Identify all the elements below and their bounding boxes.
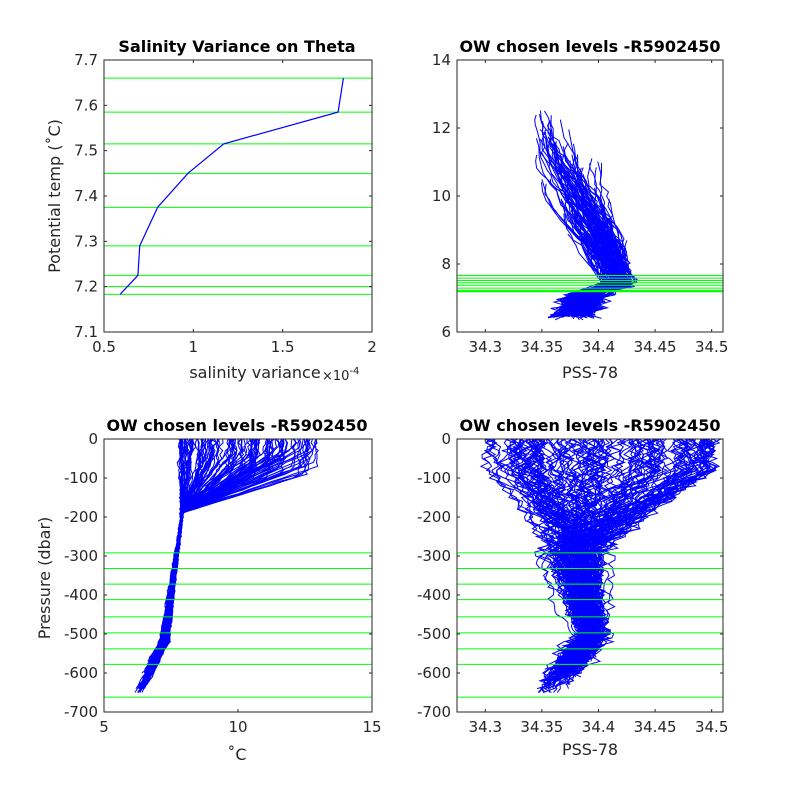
salinity-profile-line [482,439,607,662]
y-tick-label: 0 [88,430,98,448]
x-tick-label: 15 [362,718,381,736]
y-tick-label: -400 [64,586,98,604]
panel-1-x-exponent: ×10-4 [322,366,359,384]
panel-temperature-pressure: OW chosen levels -R5902450 5 10 15 -700 -600… [35,416,382,764]
salinity-profile-line [507,439,592,658]
salinity-profile-line [548,439,598,677]
y-tick-label: -600 [64,664,98,682]
salinity-profile-line [535,439,640,689]
panel-salinity-pressure: OW chosen levels -R5902450 34.3 34.35 34.4… [417,416,728,759]
salinity-profile-line [564,439,686,674]
x-tick-label: 34.35 [520,338,563,356]
y-tick-label: 7.4 [74,187,98,205]
y-tick-label: 7.3 [74,232,98,250]
axes-frame [103,59,373,333]
panel-2-xlabel: PSS-78 [562,363,618,382]
y-tick-label: -500 [417,625,451,643]
panel-3-xlabel: ˚C [227,745,246,764]
x-tick-label: 10 [228,718,247,736]
y-tick-label: -500 [64,625,98,643]
y-tick-label: 6 [441,323,451,341]
panel-1-xlabel: salinity variance [189,363,320,382]
p3-plot-area [104,439,372,698]
y-tick-label: 7.7 [74,51,98,69]
axes-frame [456,59,724,333]
ts-profile-line [583,199,618,315]
y-tick-label: 7.2 [74,278,98,296]
x-tick-label: 34.3 [469,338,502,356]
axes-frame [456,438,724,713]
panel-3-ylabel: Pressure (dbar) [35,517,54,640]
p2-plot-area [457,110,723,321]
salinity-profile-line [568,439,607,666]
salinity-profile-line [559,439,698,674]
y-tick-label: 10 [432,187,451,205]
x-tick-label: 34.4 [582,718,615,736]
panel-salinity-variance: Salinity Variance on Theta 0.5 1 1.5 2 7.1 7.… [45,37,377,384]
y-tick-label: -300 [64,547,98,565]
variance-series-line [119,78,345,295]
x-tick-label: 0.5 [92,338,116,356]
ts-profile-line [560,215,608,317]
x-tick-label: 34.45 [634,338,677,356]
y-tick-label: 14 [432,51,451,69]
y-tick-label: 0 [441,430,451,448]
temperature-profile-line [151,439,296,658]
y-tick-label: -200 [417,508,451,526]
salinity-profile-line [534,439,671,658]
temperature-profile-line [144,439,272,689]
panel-theta-salinity: OW chosen levels -R5902450 34.3 34.35 34.4… [432,37,728,382]
panel-4-xlabel: PSS-78 [562,740,618,759]
x-tick-label: 34.45 [634,718,677,736]
y-tick-label: -700 [64,703,98,721]
panel-2-title: OW chosen levels -R5902450 [459,37,720,56]
x-tick-label: 34.4 [582,338,615,356]
ts-profile-line [565,206,626,317]
x-tick-label: 34.3 [469,718,502,736]
panel-1-ylabel: Potential temp (˚C) [45,119,64,273]
p4-plot-area [457,439,723,698]
panel-3-title: OW chosen levels -R5902450 [106,416,367,435]
y-tick-label: -600 [417,664,451,682]
salinity-profile-line [493,439,616,674]
y-tick-label: -400 [417,586,451,604]
ts-profile-line [564,167,618,314]
temperature-profile-line [146,439,209,674]
panel-1-title: Salinity Variance on Theta [118,37,355,56]
p1-plot-area [104,77,372,295]
y-tick-label: 7.1 [74,323,98,341]
x-tick-label: 1 [189,338,199,356]
panel-4-title: OW chosen levels -R5902450 [459,416,720,435]
y-tick-label: -200 [64,508,98,526]
x-tick-label: 34.35 [520,718,563,736]
y-tick-label: 12 [432,119,451,137]
x-tick-label: 1.5 [271,338,295,356]
ts-profile-line [566,174,618,313]
y-tick-label: -700 [417,703,451,721]
axes-frame [103,438,373,713]
x-tick-label: 5 [99,718,109,736]
salinity-profile-line [556,439,599,670]
y-tick-label: 7.5 [74,142,98,160]
y-tick-label: -300 [417,547,451,565]
y-tick-label: -100 [417,469,451,487]
ts-profile-line [558,162,627,316]
x-tick-label: 34.5 [695,338,728,356]
salinity-profile-line [507,439,596,682]
temperature-profile-line [148,439,184,662]
temperature-profile-line [142,439,184,689]
x-tick-label: 34.5 [695,718,728,736]
y-tick-label: -100 [64,469,98,487]
y-tick-label: 8 [441,255,451,273]
ts-profile-line [564,208,605,316]
salinity-profile-line [569,439,601,662]
y-tick-label: 7.6 [74,96,98,114]
x-tick-label: 2 [367,338,377,356]
